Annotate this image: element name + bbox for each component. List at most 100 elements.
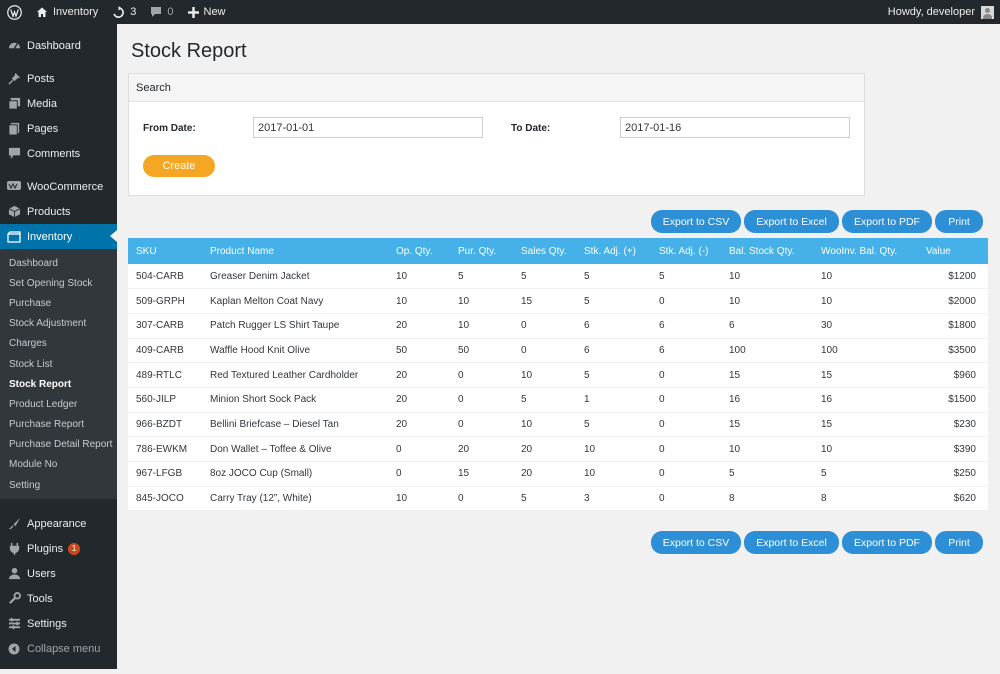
- column-header-sku: SKU: [128, 238, 202, 264]
- menu-label: Inventory: [27, 230, 73, 243]
- submenu-stock-report[interactable]: Stock Report: [9, 378, 72, 390]
- menu-inventory[interactable]: Inventory: [0, 224, 117, 249]
- my-account[interactable]: Howdy, developer: [888, 5, 1000, 19]
- updates-link[interactable]: 3: [105, 0, 143, 24]
- submenu-set-opening-stock[interactable]: Set Opening Stock: [9, 277, 93, 289]
- to-date-label: To Date:: [511, 123, 551, 134]
- from-date-input[interactable]: [253, 117, 483, 138]
- cell-bal-stock-qty: 5: [721, 461, 813, 487]
- cell-pur-qty: 0: [450, 486, 513, 512]
- cell-bal-stock-qty: 15: [721, 412, 813, 438]
- wordpress-logo-icon[interactable]: [0, 0, 29, 24]
- cell-stk-adj-plus: 1: [576, 387, 651, 413]
- plugins-update-badge: 1: [68, 542, 81, 555]
- cell-stk-adj-plus: 6: [576, 313, 651, 339]
- cell-stk-adj-minus: 6: [651, 338, 721, 364]
- print-button[interactable]: Print: [935, 531, 983, 554]
- cell-product-name: Patch Rugger LS Shirt Taupe: [202, 313, 388, 339]
- menu-media[interactable]: Media: [0, 91, 117, 116]
- site-name-link[interactable]: Inventory: [29, 0, 105, 24]
- submenu-purchase-report[interactable]: Purchase Report: [9, 419, 85, 431]
- menu-posts[interactable]: Posts: [0, 66, 117, 91]
- menu-label: Posts: [27, 72, 55, 85]
- cell-sales-qty: 0: [513, 338, 576, 364]
- dashboard-icon: [7, 39, 21, 53]
- cell-bal-stock-qty: 10: [721, 436, 813, 462]
- admin-bar: Inventory 3 0 New Howdy, developer: [0, 0, 1000, 24]
- export-excel-button[interactable]: Export to Excel: [744, 210, 839, 233]
- submenu-dashboard[interactable]: Dashboard: [9, 257, 58, 269]
- page-title: Stock Report: [131, 40, 247, 62]
- cell-wooinv-bal-qty: 15: [813, 362, 918, 388]
- new-content-link[interactable]: New: [181, 0, 233, 24]
- menu-label: Dashboard: [27, 39, 81, 52]
- cell-bal-stock-qty: 10: [721, 264, 813, 290]
- cell-stk-adj-minus: 0: [651, 486, 721, 512]
- submenu-stock-adjustment[interactable]: Stock Adjustment: [9, 318, 87, 330]
- inventory-icon: [7, 230, 21, 244]
- table-row: 845-JOCO Carry Tray (12”, White) 10 0 5 3 0 8 8 $…: [128, 486, 988, 512]
- cell-product-name: Don Wallet – Toffee & Olive: [202, 436, 388, 462]
- woocommerce-icon: [7, 180, 21, 194]
- menu-label: Collapse menu: [27, 642, 101, 655]
- export-csv-button[interactable]: Export to CSV: [651, 210, 741, 233]
- submenu-charges[interactable]: Charges: [9, 338, 47, 350]
- export-toolbar-top: Export to CSV Export to Excel Export to …: [651, 210, 986, 233]
- cell-product-name: Greaser Denim Jacket: [202, 264, 388, 290]
- menu-dashboard[interactable]: Dashboard: [0, 33, 117, 58]
- menu-label: Comments: [27, 147, 81, 160]
- cell-product-name: 8oz JOCO Cup (Small): [202, 461, 388, 487]
- cell-sku: 845-JOCO: [128, 486, 202, 512]
- cell-bal-stock-qty: 16: [721, 387, 813, 413]
- comments-icon: [7, 147, 21, 161]
- cell-stk-adj-minus: 0: [651, 387, 721, 413]
- menu-woocommerce[interactable]: WooCommerce: [0, 174, 117, 199]
- cell-pur-qty: 20: [450, 436, 513, 462]
- menu-users[interactable]: Users: [0, 561, 117, 586]
- menu-label: Tools: [27, 592, 53, 605]
- comments-link[interactable]: 0: [143, 0, 180, 24]
- cell-sales-qty: 5: [513, 486, 576, 512]
- menu-plugins[interactable]: Plugins 1: [0, 536, 117, 561]
- home-icon: [37, 7, 47, 17]
- export-pdf-button[interactable]: Export to PDF: [842, 531, 932, 554]
- cell-op-qty: 20: [388, 362, 450, 388]
- menu-label: Users: [27, 567, 56, 580]
- menu-tools[interactable]: Tools: [0, 586, 117, 611]
- menu-settings[interactable]: Settings: [0, 611, 117, 636]
- submenu-module-no[interactable]: Module No: [9, 459, 58, 471]
- menu-pages[interactable]: Pages: [0, 116, 117, 141]
- table-row: 409-CARB Waffle Hood Knit Olive 50 50 0 6 6 100…: [128, 338, 988, 364]
- export-csv-button[interactable]: Export to CSV: [651, 531, 741, 554]
- collapse-menu-button[interactable]: Collapse menu: [0, 636, 117, 661]
- cell-op-qty: 20: [388, 387, 450, 413]
- submenu-product-ledger[interactable]: Product Ledger: [9, 398, 78, 410]
- column-header-value: Value: [918, 238, 988, 264]
- footer: [0, 669, 1000, 674]
- column-header-stk-adj-plus: Stk. Adj. (+): [576, 238, 651, 264]
- export-pdf-button[interactable]: Export to PDF: [842, 210, 932, 233]
- from-date-label: From Date:: [143, 123, 196, 134]
- print-button[interactable]: Print: [935, 210, 983, 233]
- menu-products[interactable]: Products: [0, 199, 117, 224]
- menu-comments[interactable]: Comments: [0, 141, 117, 166]
- export-excel-button[interactable]: Export to Excel: [744, 531, 839, 554]
- to-date-input[interactable]: [620, 117, 850, 138]
- create-button[interactable]: Create: [143, 155, 215, 177]
- submenu-purchase-detail-report[interactable]: Purchase Detail Report: [9, 439, 113, 451]
- cell-product-name: Carry Tray (12”, White): [202, 486, 388, 512]
- stock-report-table: SKU Product Name Op. Qty. Pur. Qty. Sale…: [128, 238, 988, 512]
- plus-icon: [187, 6, 199, 18]
- settings-icon: [7, 617, 21, 631]
- cell-wooinv-bal-qty: 30: [813, 313, 918, 339]
- menu-appearance[interactable]: Appearance: [0, 511, 117, 536]
- submenu-setting[interactable]: Setting: [9, 479, 41, 491]
- column-header-wooinv-bal-qty: WooInv. Bal. Qty.: [813, 238, 918, 264]
- comments-count: 0: [167, 6, 174, 18]
- submenu-purchase[interactable]: Purchase: [9, 297, 52, 309]
- cell-sku: 560-JILP: [128, 387, 202, 413]
- cell-value: $960: [918, 362, 988, 388]
- table-row: 786-EWKM Don Wallet – Toffee & Olive 0 20 20…: [128, 436, 988, 462]
- submenu-stock-list[interactable]: Stock List: [9, 358, 53, 370]
- cell-sales-qty: 10: [513, 362, 576, 388]
